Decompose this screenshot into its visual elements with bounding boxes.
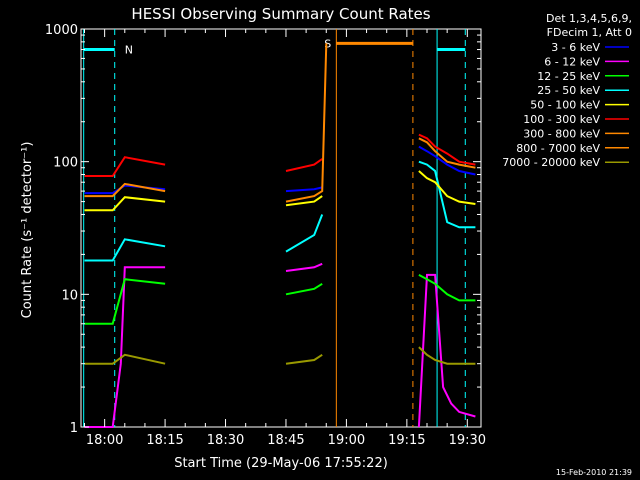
series-line — [285, 186, 323, 193]
series-line — [84, 266, 166, 428]
series-line — [285, 353, 323, 365]
x-tick-label: 19:15 — [388, 433, 425, 448]
series-line — [418, 133, 476, 166]
series-line — [417, 273, 476, 428]
series-line — [285, 262, 323, 272]
legend-label: 7000 - 20000 keV — [502, 156, 600, 169]
series-line — [285, 195, 323, 207]
y-tick-label: 100 — [53, 156, 78, 171]
plot-frame — [80, 28, 482, 428]
legend-label: 300 - 800 keV — [523, 127, 600, 140]
legend-label: 3 - 6 keV — [551, 41, 600, 54]
series-line — [285, 158, 323, 172]
series-line — [418, 145, 476, 176]
series-line — [418, 274, 476, 302]
series-layer — [84, 43, 476, 428]
legend-label: 6 - 12 keV — [544, 55, 600, 68]
series-line — [84, 156, 166, 177]
timestamp: 15-Feb-2010 21:39 — [556, 468, 632, 477]
series-line — [84, 182, 166, 198]
y-tick-label: 10 — [61, 288, 78, 303]
flag-n-label: N — [125, 44, 133, 57]
series-line — [84, 353, 166, 365]
x-tick-label: 19:30 — [449, 433, 486, 448]
legend-label: 800 - 7000 keV — [516, 142, 600, 155]
legend-label: 25 - 50 keV — [537, 84, 600, 97]
series-line — [285, 282, 323, 296]
x-tick-label: 18:45 — [267, 433, 304, 448]
legend-header-line-2: FDecim 1, Att 0 — [547, 26, 632, 39]
legend-label: 12 - 25 keV — [537, 70, 600, 83]
axes: 1 10 100 1000 18:00 18:15 18:30 18:45 19:00 19:15… — [45, 23, 486, 448]
x-tick-label: 18:15 — [146, 433, 183, 448]
series-line — [418, 160, 476, 229]
legend-label: 100 - 300 keV — [523, 113, 600, 126]
legend-header-line-1: Det 1,3,4,5,6,9, — [546, 12, 632, 25]
series-line — [84, 238, 166, 262]
y-axis-label: Count Rate (s⁻¹ detector⁻¹) — [20, 142, 35, 319]
y-tick-label: 1 — [70, 421, 78, 436]
plot-area — [80, 28, 482, 428]
series-line — [84, 278, 166, 325]
x-axis-label: Start Time (29-May-06 17:55:22) — [174, 456, 388, 471]
x-tick-label: 18:30 — [207, 433, 244, 448]
flag-s-label: S — [324, 37, 331, 50]
x-tick-label: 19:00 — [328, 433, 365, 448]
y-tick-label: 1000 — [45, 23, 78, 38]
series-line — [285, 214, 324, 253]
chart-title: HESSI Observing Summary Count Rates — [131, 5, 430, 23]
x-tick-label: 18:00 — [86, 433, 123, 448]
legend-label: 50 - 100 keV — [530, 99, 600, 112]
legend: Det 1,3,4,5,6,9, FDecim 1, Att 0 3 - 6 k… — [502, 12, 632, 169]
series-line — [285, 43, 328, 203]
series-line — [418, 137, 476, 169]
series-line — [84, 196, 166, 212]
series-line — [418, 170, 476, 205]
series-line — [418, 346, 476, 365]
